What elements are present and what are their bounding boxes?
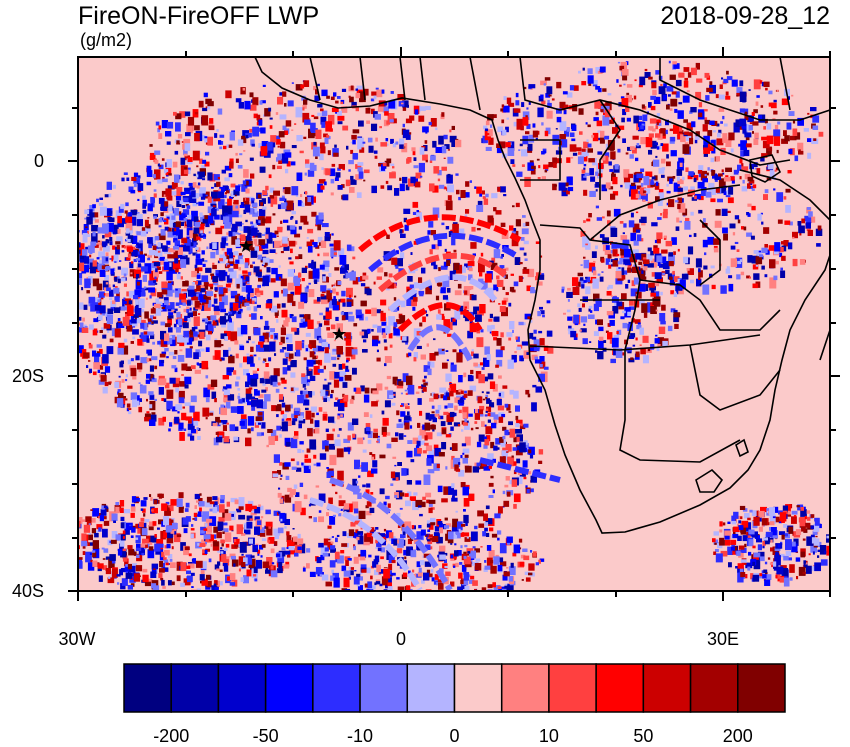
axis-ticks xyxy=(68,47,840,601)
x-tick-label: 30W xyxy=(58,629,96,649)
colorbar-label: -200 xyxy=(153,726,190,746)
colorbar-label: -10 xyxy=(347,726,374,746)
colorbar-swatch xyxy=(170,663,220,713)
colorbar-swatch xyxy=(217,663,267,713)
colorbar-swatch xyxy=(548,663,597,713)
lwp-difference-field xyxy=(78,60,830,591)
colorbar-swatch xyxy=(123,663,172,713)
y-tick-label: 40S xyxy=(11,581,44,601)
colorbar-label: 0 xyxy=(449,726,460,746)
colorbar-swatch xyxy=(595,663,645,713)
colorbar-swatch xyxy=(689,663,739,713)
x-tick-label: 30E xyxy=(706,629,740,649)
plot-units: (g/m2) xyxy=(80,30,133,50)
map-panel: ★ ★ xyxy=(78,57,830,591)
colorbar-swatch xyxy=(264,663,314,713)
colorbar-swatch xyxy=(312,663,361,713)
star-marker: ★ xyxy=(331,324,347,344)
colorbar-swatch xyxy=(359,663,409,713)
y-tick-label: 20S xyxy=(11,366,44,386)
plot-title: FireON-FireOFF LWP xyxy=(78,2,320,30)
coastlines xyxy=(254,57,830,534)
colorbar-swatch xyxy=(642,663,692,713)
x-tick-label: 0 xyxy=(395,629,406,649)
colorbar-swatch xyxy=(406,663,456,713)
colorbar-swatch xyxy=(500,663,550,713)
plot-datetime: 2018-09-28_12 xyxy=(660,2,830,30)
colorbar-label: 10 xyxy=(538,726,559,746)
colorbar-label: -50 xyxy=(252,726,279,746)
colorbar-label: 200 xyxy=(722,726,753,746)
colorbar-swatch xyxy=(453,663,503,713)
colorbar-label: 50 xyxy=(633,726,654,746)
colorbar xyxy=(123,663,786,713)
star-marker: ★ xyxy=(238,236,254,256)
colorbar-swatch xyxy=(737,663,786,713)
y-tick-label: 0 xyxy=(33,151,44,171)
